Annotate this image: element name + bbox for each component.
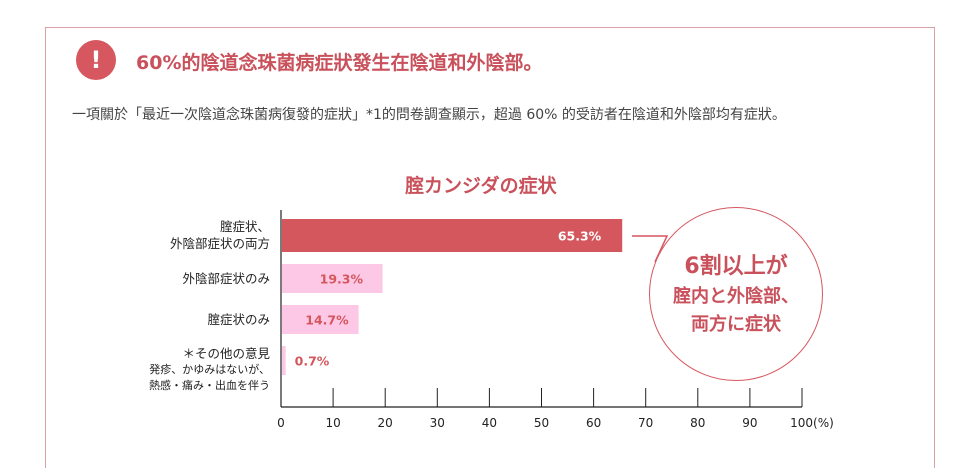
- x-tick-label: 30: [430, 416, 445, 430]
- content-card: [45, 27, 935, 468]
- bar: [282, 219, 623, 252]
- callout-pointer: [632, 235, 669, 263]
- x-tick-label: 50: [534, 416, 549, 430]
- bar-value-label: 14.7%: [305, 313, 349, 328]
- callout-line2: 腟内と外陰部、: [673, 286, 799, 307]
- x-tick-label: 100(%): [790, 416, 834, 430]
- category-label: 腟症状、 外陰部症状の両方: [169, 219, 270, 251]
- bar-value-label: 65.3%: [558, 229, 602, 244]
- bar: [282, 264, 383, 293]
- x-tick-label: 40: [482, 416, 497, 430]
- callout-line1: 6割以上が: [684, 254, 788, 279]
- x-tick-label: 60: [586, 416, 601, 430]
- bar: [282, 346, 286, 375]
- category-label: 腟症状のみ: [207, 312, 270, 327]
- x-tick-label: 20: [378, 416, 393, 430]
- x-tick-label: 90: [742, 416, 757, 430]
- x-tick-label: 70: [638, 416, 653, 430]
- callout-bubble: 6割以上が 腟内と外陰部、 両方に症状: [649, 207, 823, 381]
- x-tick-label: 10: [325, 416, 340, 430]
- x-tick-label: 0: [277, 416, 285, 430]
- section-title: 60%的陰道念珠菌病症狀發生在陰道和外陰部。: [136, 52, 543, 74]
- description: 一項關於「最近一次陰道念珠菌病復發的症狀」*1的問卷調查顯示，超過 60% 的受…: [72, 107, 786, 123]
- bar-value-label: 19.3%: [320, 272, 364, 287]
- bar-chart: 0 10 20 30 40 50 60 70 80 90 100(%) 65.3% 19.3% 14.7%…: [277, 210, 834, 430]
- bar-value-label: 0.7%: [295, 354, 330, 369]
- x-tick-label: 80: [690, 416, 705, 430]
- category-label: ＊その他の意見 発疹、かゆみはないが、 熱感・痛み・出血を伴う: [149, 346, 270, 392]
- alert-icon: !: [76, 40, 116, 80]
- bar: [282, 305, 359, 334]
- callout-line3: 両方に症状: [691, 314, 781, 335]
- category-label: 外陰部症状のみ: [182, 271, 270, 286]
